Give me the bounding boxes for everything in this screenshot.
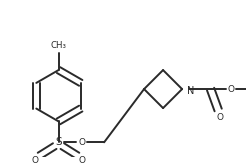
Text: O: O — [216, 113, 224, 122]
Text: N: N — [187, 86, 194, 96]
Text: S: S — [55, 137, 62, 147]
Text: CH₃: CH₃ — [51, 41, 67, 50]
Text: O: O — [79, 156, 86, 165]
Text: O: O — [31, 156, 38, 165]
Text: O: O — [228, 85, 235, 94]
Text: O: O — [79, 138, 86, 147]
